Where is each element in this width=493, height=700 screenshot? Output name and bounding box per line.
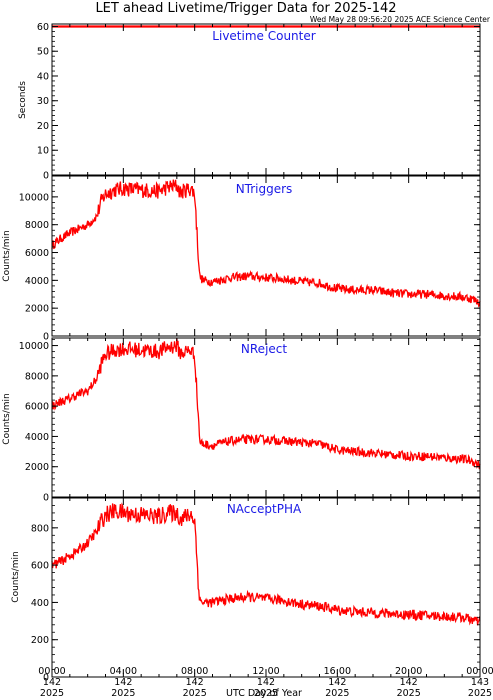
panel-frame	[51, 337, 481, 498]
x-tick-label-year: 2025	[254, 688, 278, 699]
panel-livetime-axes: 0 10 20 30 40 50 60	[37, 22, 481, 182]
x-tick-label-year: 2025	[397, 688, 421, 699]
panel-frame	[51, 23, 481, 176]
y-tick-label: 4000	[25, 276, 49, 287]
y-tick-label: 200	[31, 635, 49, 646]
y-tick-label: 4000	[25, 432, 49, 443]
panel-ntriggers-axes: 0 2000 4000 6000 8000 10000	[19, 175, 481, 343]
x-tick-label-year: 2025	[111, 688, 135, 699]
y-tick-label: 0	[43, 332, 49, 343]
x-tick-label-time: 00:00	[38, 666, 65, 677]
y-tick-label: 400	[31, 598, 49, 609]
x-tick-label-doy: 142	[328, 677, 346, 688]
y-tick-label: 8000	[25, 371, 49, 382]
y-tick-label: 6000	[25, 402, 49, 413]
y-tick-label: 6000	[25, 248, 49, 259]
x-tick-label-year: 2025	[468, 688, 492, 699]
x-axis-title: UTC Day of Year	[226, 688, 302, 699]
panel-nacceptpha-traces	[51, 502, 481, 626]
y-tick-label: 600	[31, 561, 49, 572]
panel-nacceptpha: 0 200 400 600 800 NAcceptPHA Counts/min	[11, 497, 481, 684]
y-tick-label: 0	[43, 493, 49, 504]
panel-nreject-traces	[51, 338, 481, 470]
panel-ntriggers: 0 2000 4000 6000 8000 10000 NTriggers Counts/…	[2, 175, 481, 343]
x-tick-label-time: 16:00	[324, 666, 351, 677]
y-tick-label: 50	[37, 47, 49, 58]
chart-title: LET ahead Livetime/Trigger Data for 2025…	[95, 1, 396, 16]
x-tick-label-doy: 142	[400, 677, 418, 688]
x-tick-label-doy: 142	[43, 677, 61, 688]
x-tick-label-doy: 142	[114, 677, 132, 688]
x-tick-label-doy: 142	[186, 677, 204, 688]
y-tick-label: 40	[37, 71, 49, 82]
y-tick-label: 10	[37, 146, 49, 157]
y-tick-label: 8000	[25, 220, 49, 231]
panel-nreject-label: NReject	[241, 342, 287, 356]
panel-nreject-axes: 0 2000 4000 6000 8000 10000	[19, 337, 481, 504]
x-axis-labels: 00:00142202504:00142202508:00142202512:0…	[38, 666, 493, 699]
panel-nacceptpha-label: NAcceptPHA	[227, 502, 302, 516]
y-tick-label: 2000	[25, 304, 49, 315]
x-tick-label-time: 12:00	[252, 666, 279, 677]
panel-frame	[51, 497, 481, 678]
panel-frame	[51, 175, 481, 337]
panel-livetime-label: Livetime Counter	[212, 29, 315, 43]
x-tick-label-year: 2025	[183, 688, 207, 699]
panel-nacceptpha-axes: 0 200 400 600 800	[31, 497, 481, 684]
x-tick-label-doy: 142	[257, 677, 275, 688]
series-line	[51, 179, 481, 308]
series-line	[51, 338, 481, 470]
panel-ntriggers-label: NTriggers	[236, 182, 293, 196]
y-tick-label: 10000	[19, 341, 49, 352]
panel-livetime: 0 10 20 30 40 50 60 Livetime Counter Seconds	[18, 22, 481, 182]
x-tick-label-time: 08:00	[181, 666, 208, 677]
x-tick-label-year: 2025	[40, 688, 64, 699]
panel-nreject: 0 2000 4000 6000 8000 10000 NReject Counts/mi…	[2, 337, 481, 504]
y-tick-label: 60	[37, 22, 49, 33]
y-tick-label: 10000	[19, 192, 49, 203]
x-tick-label-time: 00:00	[466, 666, 493, 677]
panel-ntriggers-traces	[51, 179, 481, 308]
panel-ntriggers-ylabel: Counts/min	[2, 230, 12, 281]
series-line	[51, 502, 481, 626]
y-tick-label: 0	[43, 171, 49, 182]
panel-nreject-ylabel: Counts/min	[2, 393, 12, 444]
y-tick-label: 30	[37, 96, 49, 107]
panel-livetime-ylabel: Seconds	[18, 81, 28, 119]
x-tick-label-time: 04:00	[110, 666, 137, 677]
y-tick-label: 20	[37, 121, 49, 132]
timestamp: Wed May 28 09:56:20 2025 ACE Science Cen…	[310, 15, 491, 24]
y-tick-label: 0	[43, 673, 49, 684]
y-tick-label: 800	[31, 523, 49, 534]
x-tick-label-year: 2025	[325, 688, 349, 699]
x-tick-label-doy: 143	[471, 677, 489, 688]
y-tick-label: 2000	[25, 462, 49, 473]
panel-nacceptpha-ylabel: Counts/min	[11, 551, 21, 602]
x-tick-label-time: 20:00	[395, 666, 422, 677]
